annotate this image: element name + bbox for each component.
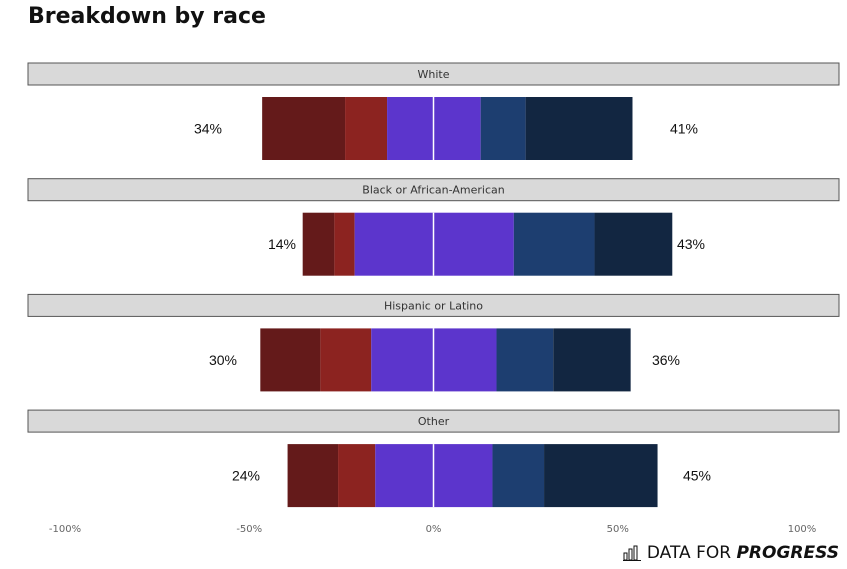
bar-segment: [287, 444, 339, 508]
panel-label: Hispanic or Latino: [384, 299, 483, 312]
right-percent-label: 43%: [677, 236, 705, 252]
bar-segment: [544, 444, 658, 508]
bar-segment: [513, 212, 595, 276]
panel-label: Other: [418, 415, 450, 428]
bar-segment: [492, 444, 545, 508]
bar-segment: [334, 212, 355, 276]
bar-segment: [480, 97, 526, 160]
chart-title: Breakdown by race: [28, 4, 266, 29]
bar-segment: [260, 328, 321, 392]
panel-strip: [27, 293, 840, 317]
right-percent-label: 41%: [670, 121, 698, 137]
bar-segment: [594, 212, 673, 276]
bar-segment: [433, 328, 497, 392]
bar-chart-icon: [622, 545, 641, 561]
bar-segment: [262, 97, 346, 160]
x-tick-label: 50%: [607, 524, 629, 535]
bar-segment: [320, 328, 372, 392]
bar-segment: [375, 444, 434, 508]
bar-segment: [433, 444, 493, 508]
panel-label: White: [418, 68, 450, 81]
bar-segment: [338, 444, 376, 508]
bar-segment: [525, 97, 633, 160]
bar-segment: [496, 328, 554, 392]
x-tick-label: 100%: [788, 524, 817, 535]
bar-segment: [553, 328, 631, 392]
x-tick-label: -100%: [49, 524, 81, 535]
x-tick-label: 0%: [426, 524, 442, 535]
right-percent-label: 45%: [683, 468, 711, 484]
panel-label: Black or African-American: [362, 184, 504, 197]
bar-segment: [345, 97, 388, 160]
bar-segment: [433, 212, 514, 276]
logo-text: DATA FOR: [646, 543, 737, 563]
logo-text-strong: PROGRESS: [736, 543, 839, 563]
bar-segment: [433, 97, 481, 160]
left-percent-label: 34%: [194, 121, 222, 137]
x-tick-label: -50%: [236, 524, 262, 535]
logo: DATA FOR PROGRESS: [622, 543, 839, 563]
panel-strip: [27, 409, 840, 433]
panel-strip: [27, 178, 840, 202]
bar-segment: [354, 212, 434, 276]
panel-strip: [27, 62, 840, 86]
bar-segment: [371, 328, 434, 392]
left-percent-label: 14%: [268, 236, 296, 252]
left-percent-label: 24%: [232, 468, 260, 484]
right-percent-label: 36%: [652, 352, 680, 368]
bar-segment: [302, 212, 335, 276]
bar-segment: [387, 97, 434, 160]
left-percent-label: 30%: [209, 352, 237, 368]
